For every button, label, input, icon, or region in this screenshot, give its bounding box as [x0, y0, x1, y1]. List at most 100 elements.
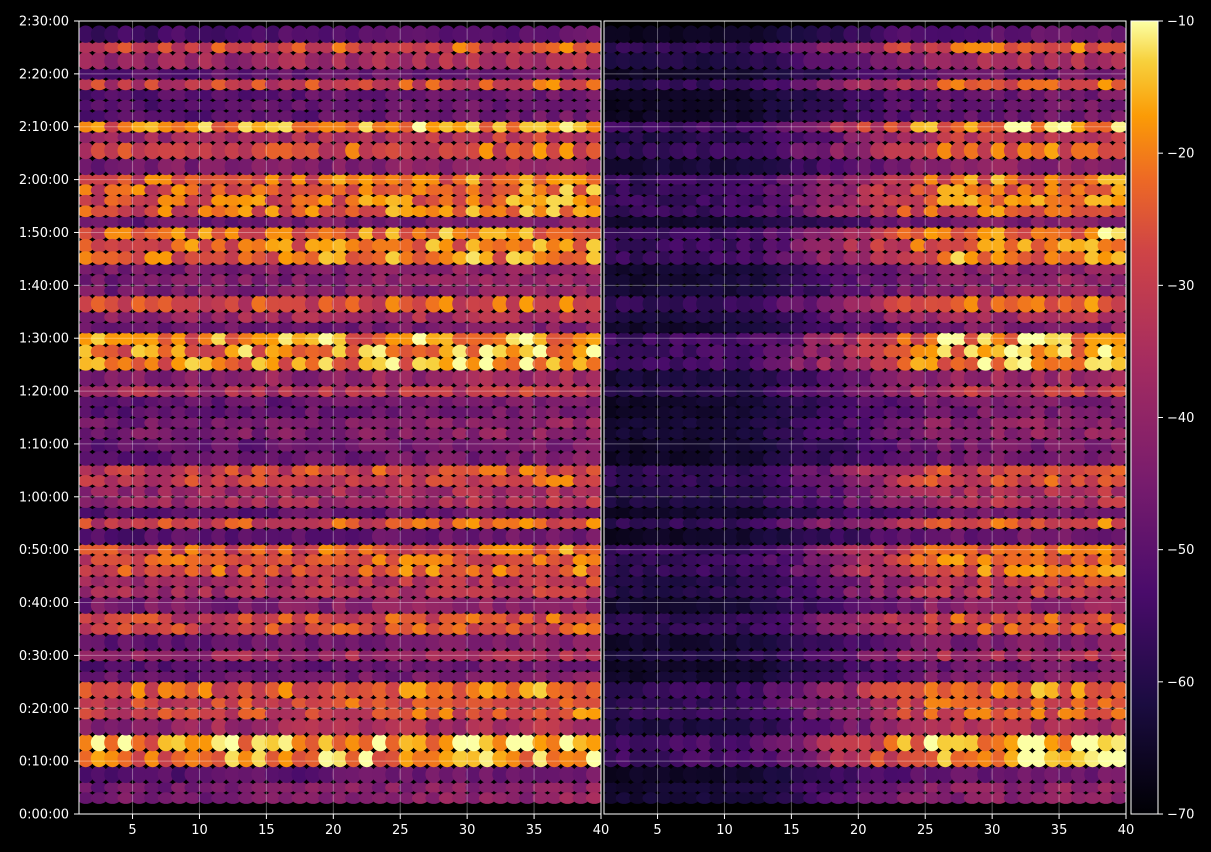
heatmap-cell — [604, 451, 619, 466]
heatmap-cell — [950, 417, 967, 429]
heatmap-cell — [870, 68, 887, 80]
heatmap-cell — [1003, 332, 1021, 346]
heatmap-cell — [251, 157, 268, 176]
heatmap-cell — [545, 633, 563, 651]
heatmap-cell — [1044, 612, 1061, 625]
heatmap-cell — [655, 184, 673, 196]
heatmap-cell — [264, 216, 282, 228]
heatmap-cell — [425, 612, 443, 625]
heatmap-cell — [843, 173, 860, 186]
heatmap-cell — [749, 660, 767, 672]
heatmap-cell — [559, 792, 576, 804]
heatmap-cell — [478, 321, 496, 334]
heatmap-cell — [371, 554, 389, 566]
heatmap-cell — [629, 781, 646, 794]
heatmap-cell — [264, 332, 282, 346]
heatmap-cell — [345, 417, 362, 429]
heatmap-cell — [1017, 543, 1034, 556]
heatmap-cell — [117, 344, 135, 359]
heatmap-cell — [1070, 575, 1088, 588]
heatmap-cell — [722, 110, 740, 122]
heatmap-cell — [157, 295, 175, 313]
heatmap-cell — [883, 649, 901, 662]
heatmap-cell — [385, 395, 402, 408]
heatmap-cell — [1003, 238, 1021, 253]
heatmap-cell — [519, 238, 536, 253]
heatmap-cell — [1044, 110, 1061, 122]
heatmap-cell — [963, 157, 981, 176]
heatmap-cell — [478, 25, 496, 43]
heatmap-cell — [304, 623, 322, 635]
heatmap-cell — [345, 344, 362, 359]
heatmap-cell — [910, 194, 927, 207]
heatmap-cell — [923, 792, 941, 804]
heatmap-cell — [545, 417, 563, 429]
heatmap-cell — [950, 451, 967, 466]
heatmap-cell — [79, 707, 94, 720]
heatmap-cell — [896, 781, 914, 794]
heatmap-cell — [963, 596, 981, 614]
heatmap-cell — [358, 485, 376, 498]
heatmap-cell — [1057, 681, 1075, 699]
heatmap-cell — [358, 749, 376, 768]
heatmap-cell — [629, 527, 646, 546]
heatmap-cell — [883, 385, 901, 397]
heatmap-cell — [117, 681, 135, 699]
heatmap-cell — [171, 369, 188, 387]
heatmap-cell — [604, 697, 619, 709]
heatmap-cell — [655, 781, 673, 794]
heatmap-cell — [896, 321, 914, 334]
heatmap-cell — [776, 173, 793, 186]
heatmap-cell — [709, 216, 727, 228]
heatmap-cell — [1030, 697, 1048, 709]
heatmap-cell — [736, 596, 753, 614]
heatmap-cell — [629, 369, 646, 387]
heatmap-cell — [669, 216, 686, 228]
heatmap-cell — [655, 141, 673, 160]
heatmap-cell — [532, 89, 550, 101]
heatmap-cell — [79, 749, 94, 768]
heatmap-cell — [937, 649, 954, 662]
heatmap-cell — [682, 311, 700, 323]
heatmap-cell — [1044, 496, 1061, 508]
heatmap-cell — [749, 517, 767, 529]
heatmap-cell — [425, 649, 443, 662]
heatmap-cell — [843, 311, 860, 323]
heatmap-cell — [669, 554, 686, 566]
heatmap-cell — [79, 89, 94, 101]
heatmap-cell — [278, 68, 295, 80]
heatmap-cell — [238, 369, 255, 387]
heatmap-cell — [144, 596, 161, 614]
heatmap-cell — [843, 464, 860, 477]
heatmap-cell — [950, 78, 967, 91]
heatmap-cell — [438, 41, 456, 54]
heatmap-cell — [977, 427, 994, 440]
heatmap-cell — [655, 238, 673, 253]
heatmap-cell — [345, 52, 362, 70]
heatmap-cell — [278, 295, 295, 313]
heatmap-cell — [211, 41, 228, 54]
heatmap-cell — [1097, 438, 1115, 453]
heatmap-cell — [371, 173, 389, 186]
heatmap-cell — [345, 395, 362, 408]
heatmap-cell — [79, 194, 94, 207]
heatmap-cell — [278, 344, 295, 359]
heatmap-cell — [763, 184, 780, 196]
heatmap-cell — [398, 633, 416, 651]
heatmap-cell — [90, 733, 108, 752]
heatmap-cell — [736, 427, 753, 440]
heatmap-cell — [130, 68, 148, 80]
heatmap-cell — [1057, 697, 1075, 709]
heatmap-cell — [264, 427, 282, 440]
heatmap-cell — [990, 295, 1008, 313]
heatmap-cell — [1017, 89, 1034, 101]
heatmap-cell — [144, 157, 161, 176]
heatmap-cell — [224, 792, 242, 804]
heatmap-cell — [90, 438, 108, 453]
heatmap-cell — [385, 427, 402, 440]
heatmap-cell — [1044, 251, 1061, 265]
heatmap-cell — [789, 496, 807, 508]
heatmap-cell — [896, 464, 914, 477]
heatmap-cell — [789, 427, 807, 440]
heatmap-cell — [251, 543, 268, 556]
